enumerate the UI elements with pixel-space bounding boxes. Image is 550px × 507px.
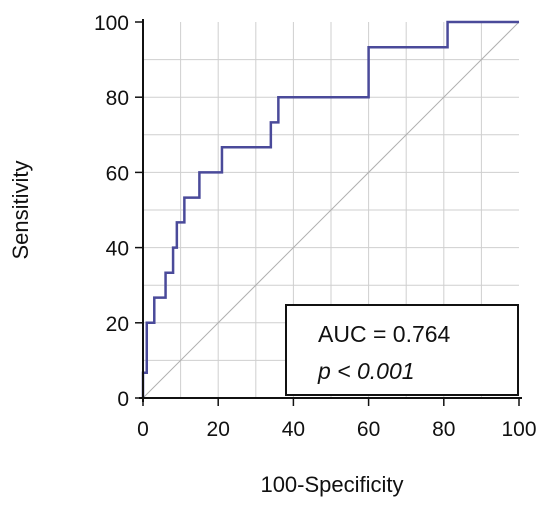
y-tick-label: 20	[106, 313, 129, 336]
auc-box	[285, 304, 519, 396]
auc-label: AUC = 0.764	[318, 321, 451, 347]
y-tick-label: 80	[106, 87, 129, 110]
y-tick-label: 40	[106, 238, 129, 261]
roc-curve	[141, 20, 519, 398]
tick-labels: 0 20 40 60 80 100 0 20 40 60 80 100	[94, 12, 537, 441]
x-tick-label: 60	[357, 418, 380, 441]
x-axis-title: 100-Specificity	[260, 472, 403, 497]
p-value-label: p < 0.001	[317, 358, 415, 384]
y-tick-label: 60	[106, 162, 129, 185]
x-tick-label: 100	[501, 418, 536, 441]
y-axis-title: Sensitivity	[8, 160, 33, 259]
x-tick-label: 0	[137, 418, 149, 441]
x-tick-label: 40	[282, 418, 305, 441]
y-tick-label: 100	[94, 12, 129, 35]
x-tick-label: 20	[207, 418, 230, 441]
reference-diagonal	[142, 21, 520, 399]
x-tick-label: 80	[432, 418, 455, 441]
y-tick-label: 0	[117, 388, 129, 411]
axes	[135, 19, 522, 406]
